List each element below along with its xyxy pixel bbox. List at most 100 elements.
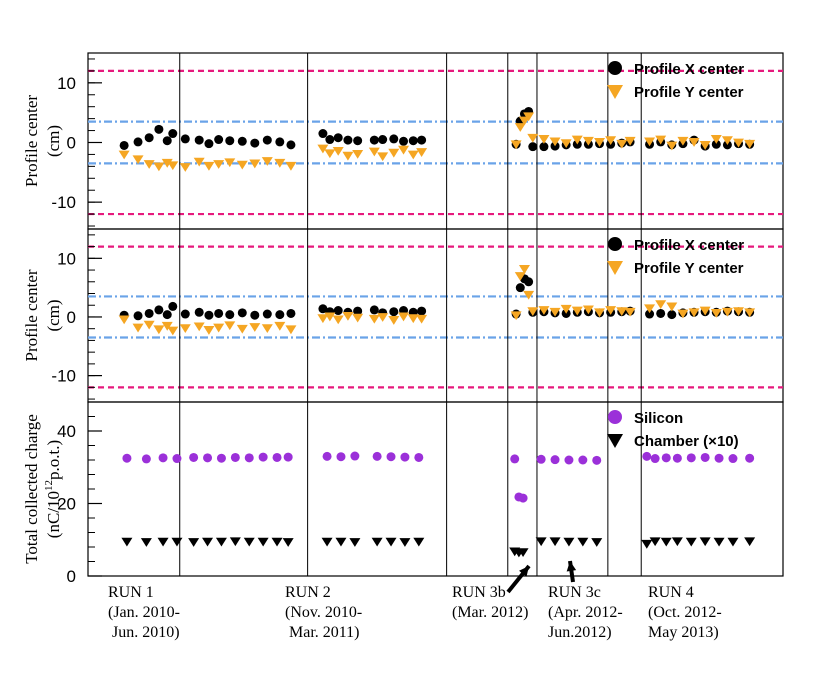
data-point (527, 133, 539, 143)
legend-marker (608, 410, 622, 424)
data-point (728, 454, 738, 464)
data-point (518, 493, 528, 503)
y-axis-label-line: (cm) (44, 299, 63, 331)
data-point (721, 307, 733, 317)
data-point (193, 322, 205, 332)
data-point (285, 325, 297, 335)
data-point (225, 136, 235, 146)
run-period: Jun. 2010) (108, 624, 180, 641)
data-point (179, 163, 191, 172)
legend-label: Profile Y center (634, 260, 744, 277)
data-point (324, 149, 336, 159)
chart-panels: -10 0 10 Profile center (cm) Profile X center… (22, 52, 784, 586)
run-period: May 2013) (648, 624, 719, 641)
y-tick-label: -10 (51, 367, 76, 386)
data-point (745, 453, 755, 463)
y-tick-label: 10 (57, 74, 76, 93)
data-point (154, 124, 164, 134)
data-point (352, 149, 364, 159)
data-point (535, 537, 547, 547)
series-2 (118, 112, 756, 172)
data-point (700, 452, 710, 462)
data-point (230, 452, 240, 462)
y-tick-label: 0 (67, 567, 76, 586)
data-point (322, 451, 332, 461)
data-point (172, 454, 182, 464)
data-point (162, 136, 172, 146)
data-point (353, 136, 363, 146)
data-point (274, 321, 286, 331)
data-point (249, 323, 261, 332)
data-point (144, 308, 154, 318)
run-name: RUN 3b (452, 584, 506, 601)
data-point (282, 538, 294, 547)
y-axis-label: Profile center (cm) (22, 95, 63, 187)
run-period: (Apr. 2012- (548, 604, 623, 621)
data-point (591, 538, 603, 547)
data-point (688, 138, 700, 147)
data-point (250, 310, 260, 320)
data-point (685, 537, 697, 547)
data-point (194, 135, 204, 145)
data-point (592, 455, 602, 465)
data-point (386, 452, 396, 462)
legend-marker (608, 61, 622, 75)
data-point (161, 321, 173, 331)
data-point (414, 452, 424, 462)
data-point (594, 308, 606, 318)
data-point (538, 306, 550, 315)
data-point (368, 314, 380, 324)
data-point (655, 135, 667, 145)
data-point (244, 453, 254, 463)
data-point (318, 304, 328, 314)
data-point (161, 158, 173, 168)
data-point (180, 309, 190, 319)
run-labels: RUN 1 (Jan. 2010- Jun. 2010) RUN 2 (Nov. 20… (108, 560, 722, 641)
data-point (510, 311, 522, 321)
data-point (523, 290, 535, 300)
run-period: Jun.2012) (548, 624, 612, 641)
data-point (237, 136, 247, 146)
data-point (714, 453, 724, 463)
data-point (224, 321, 236, 331)
data-point (272, 452, 282, 462)
data-point (275, 137, 285, 147)
data-point (666, 302, 678, 312)
data-point (336, 452, 346, 462)
panel-1: -10 0 10 Profile center (cm) Profile X center… (22, 52, 784, 230)
data-point (236, 324, 248, 334)
data-point (677, 136, 689, 146)
data-point (167, 161, 179, 171)
data-point (399, 136, 409, 146)
data-point (140, 538, 152, 547)
data-point (203, 453, 213, 463)
y-axis-label-line: (nC/10 (44, 491, 63, 538)
legend-marker (607, 261, 623, 275)
y-tick-label: 10 (57, 249, 76, 268)
data-point (624, 307, 636, 317)
data-point (258, 452, 268, 462)
run-label: RUN 3c (Apr. 2012- Jun.2012) (548, 584, 623, 641)
data-point (321, 537, 333, 547)
y-tick-label: 20 (57, 495, 76, 514)
data-point (524, 277, 534, 287)
data-point (144, 133, 154, 143)
data-point (369, 305, 379, 315)
legend-marker (607, 85, 623, 99)
data-point (271, 537, 283, 547)
data-point (649, 537, 661, 547)
y-tick-label: 0 (67, 133, 76, 152)
data-point (119, 140, 129, 150)
data-point (118, 315, 130, 325)
data-point (644, 137, 656, 147)
arrow-run3c-head (566, 561, 577, 572)
y-axis-label: Total collected charge (nC/1012p.o.t.) (22, 414, 63, 564)
data-point (349, 538, 361, 547)
data-point (699, 141, 711, 150)
data-point (193, 157, 205, 167)
legend-label: Profile X center (634, 237, 744, 254)
data-point (180, 134, 190, 144)
data-point (179, 324, 191, 334)
data-point (342, 311, 354, 321)
